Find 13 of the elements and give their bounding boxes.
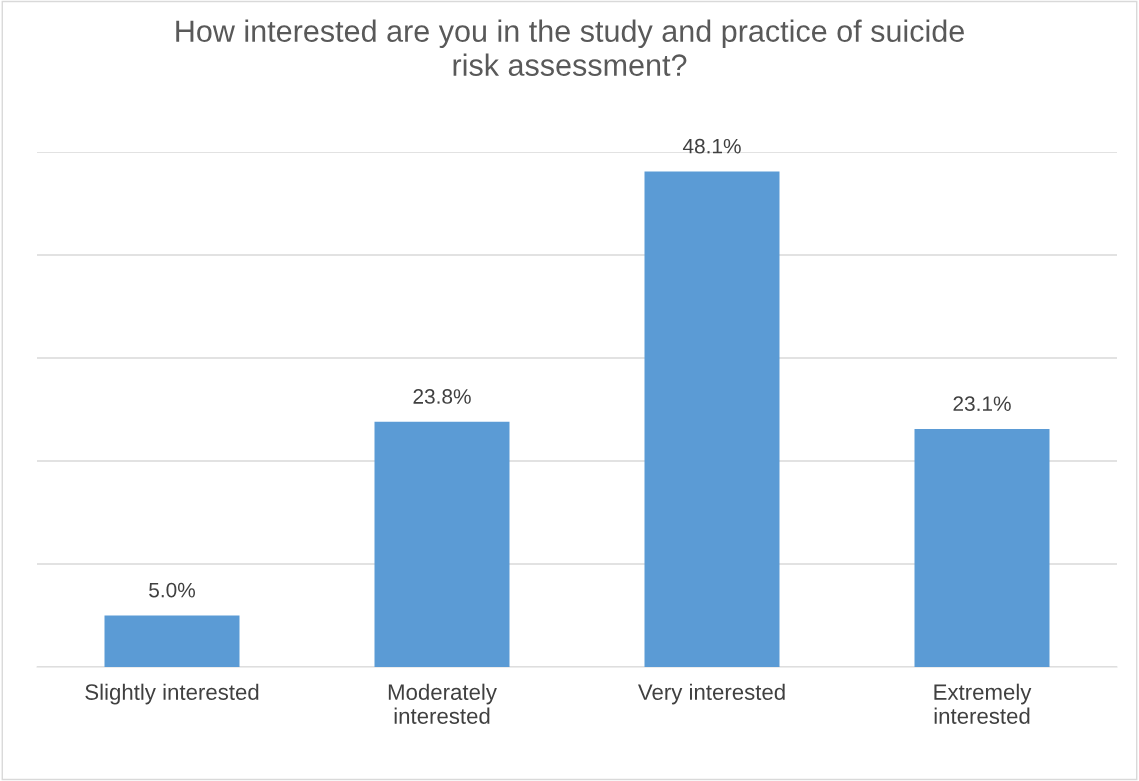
bar — [644, 171, 780, 667]
x-tick-label: Extremely interested — [934, 683, 1032, 724]
data-label: 23.8% — [413, 389, 471, 404]
bar — [374, 421, 510, 667]
bar — [914, 429, 1050, 667]
x-tick-label: Very interested — [637, 683, 785, 705]
data-label: 23.1% — [953, 396, 1011, 412]
x-tick-label: Slightly interested — [85, 683, 259, 705]
data-label: 5.0% — [149, 582, 195, 598]
data-label: 48.1% — [682, 138, 741, 154]
chart-title: How interested are you in the study and practice of suicide risk assessment? — [176, 19, 964, 76]
x-tick-label: Moderately interested — [388, 683, 497, 724]
bar — [104, 615, 240, 667]
